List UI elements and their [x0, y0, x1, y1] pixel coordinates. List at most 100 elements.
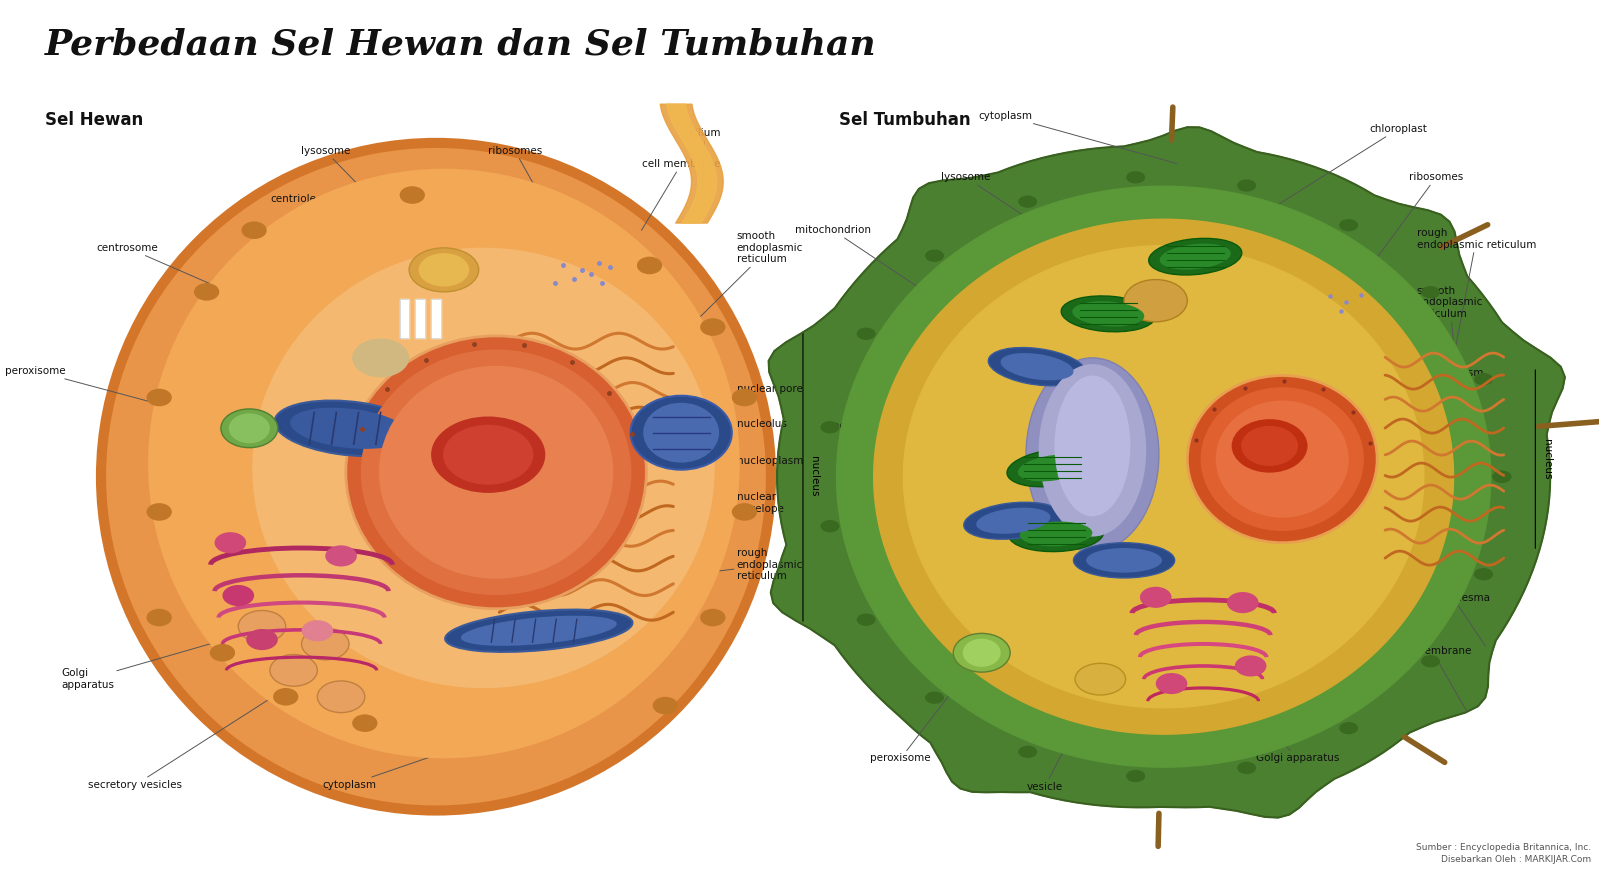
Ellipse shape: [731, 503, 757, 521]
Ellipse shape: [246, 629, 278, 650]
Ellipse shape: [274, 688, 298, 706]
Ellipse shape: [242, 222, 267, 239]
Ellipse shape: [653, 697, 678, 714]
Text: ribosomes: ribosomes: [1347, 172, 1462, 298]
Ellipse shape: [147, 389, 171, 406]
Ellipse shape: [352, 338, 410, 377]
Ellipse shape: [1125, 280, 1187, 321]
Ellipse shape: [221, 409, 278, 448]
Text: cell wall: cell wall: [1416, 547, 1474, 568]
Polygon shape: [416, 299, 426, 337]
Text: vesicle: vesicle: [1027, 682, 1099, 791]
Ellipse shape: [963, 502, 1062, 540]
Ellipse shape: [1038, 364, 1146, 537]
Text: cilium: cilium: [690, 128, 720, 203]
Ellipse shape: [731, 389, 757, 406]
Ellipse shape: [1187, 375, 1378, 543]
Polygon shape: [768, 127, 1565, 818]
Text: cell membrane: cell membrane: [642, 159, 720, 230]
Text: peroxisome: peroxisome: [5, 366, 246, 427]
Ellipse shape: [989, 348, 1086, 386]
Ellipse shape: [1237, 762, 1256, 774]
Ellipse shape: [1237, 179, 1256, 192]
Ellipse shape: [1018, 455, 1088, 481]
Ellipse shape: [1493, 471, 1512, 483]
Ellipse shape: [963, 638, 1000, 667]
Text: smooth
endoplasmic
reticulum: smooth endoplasmic reticulum: [611, 231, 803, 404]
Ellipse shape: [1235, 655, 1267, 676]
Ellipse shape: [1074, 543, 1174, 578]
Text: Golgi
apparatus: Golgi apparatus: [61, 618, 299, 690]
Text: cell membrane: cell membrane: [1394, 646, 1472, 712]
Ellipse shape: [1227, 592, 1259, 613]
Text: Sel Tumbuhan: Sel Tumbuhan: [840, 111, 971, 130]
Ellipse shape: [1018, 195, 1037, 208]
Text: cytoplasm: cytoplasm: [979, 111, 1176, 163]
Ellipse shape: [1474, 568, 1493, 580]
Text: Golgi apparatus: Golgi apparatus: [1205, 663, 1339, 764]
Ellipse shape: [1155, 673, 1187, 694]
Ellipse shape: [229, 413, 270, 443]
Text: nuclear
envelope: nuclear envelope: [627, 493, 784, 514]
Ellipse shape: [701, 318, 725, 336]
Text: nucleus: nucleus: [1542, 439, 1552, 479]
Polygon shape: [400, 299, 410, 337]
Ellipse shape: [1139, 586, 1171, 608]
Ellipse shape: [856, 614, 875, 626]
Ellipse shape: [1072, 301, 1144, 327]
Ellipse shape: [419, 253, 469, 287]
Text: lysosome: lysosome: [301, 146, 442, 270]
Ellipse shape: [976, 508, 1051, 534]
Text: nucleoplasm: nucleoplasm: [1309, 368, 1483, 441]
Ellipse shape: [925, 250, 944, 262]
Ellipse shape: [430, 417, 546, 493]
Text: nuclear
envelope: nuclear envelope: [1363, 447, 1464, 479]
Text: nucleus: nucleus: [810, 457, 819, 497]
Ellipse shape: [445, 609, 632, 652]
Ellipse shape: [253, 247, 715, 688]
Text: Sel Hewan: Sel Hewan: [45, 111, 144, 130]
Ellipse shape: [270, 654, 317, 686]
Ellipse shape: [96, 138, 776, 816]
Text: cytoplasm: cytoplasm: [322, 751, 450, 789]
Ellipse shape: [194, 283, 219, 301]
Ellipse shape: [301, 628, 349, 660]
Text: nucleolus: nucleolus: [491, 419, 787, 455]
Ellipse shape: [1339, 722, 1358, 735]
Ellipse shape: [1126, 770, 1146, 782]
Ellipse shape: [443, 425, 533, 485]
Ellipse shape: [1421, 655, 1440, 668]
Polygon shape: [874, 219, 1453, 734]
Ellipse shape: [147, 608, 171, 626]
Ellipse shape: [362, 350, 632, 595]
Text: nucleolus: nucleolus: [1272, 408, 1467, 445]
Ellipse shape: [1232, 419, 1307, 472]
Polygon shape: [904, 245, 1424, 708]
Ellipse shape: [925, 691, 944, 704]
Ellipse shape: [1149, 238, 1242, 275]
Text: mitochondrion: mitochondrion: [795, 225, 1035, 366]
Ellipse shape: [379, 366, 613, 578]
Ellipse shape: [410, 248, 478, 292]
Ellipse shape: [1160, 244, 1230, 269]
Ellipse shape: [1242, 426, 1298, 466]
Ellipse shape: [1126, 171, 1146, 184]
Text: nuclear
pore: nuclear pore: [1371, 494, 1456, 516]
Text: vacuole: vacuole: [827, 420, 1090, 455]
Text: plasmodesma: plasmodesma: [1416, 593, 1490, 646]
Ellipse shape: [821, 421, 840, 434]
Polygon shape: [837, 186, 1491, 767]
Text: centrosome: centrosome: [96, 243, 378, 357]
Polygon shape: [432, 299, 440, 337]
Ellipse shape: [1018, 745, 1037, 758]
Ellipse shape: [1086, 548, 1162, 573]
Ellipse shape: [106, 148, 766, 805]
Ellipse shape: [301, 620, 333, 641]
Text: nuclear pore: nuclear pore: [630, 384, 803, 428]
Text: mitochondrion: mitochondrion: [350, 632, 536, 733]
Ellipse shape: [1006, 449, 1099, 487]
Ellipse shape: [856, 328, 875, 340]
Text: smooth
endoplasmic
reticulum: smooth endoplasmic reticulum: [1416, 286, 1483, 465]
Ellipse shape: [1474, 373, 1493, 385]
Text: Perbedaan Sel Hewan dan Sel Tumbuhan: Perbedaan Sel Hewan dan Sel Tumbuhan: [45, 27, 877, 62]
